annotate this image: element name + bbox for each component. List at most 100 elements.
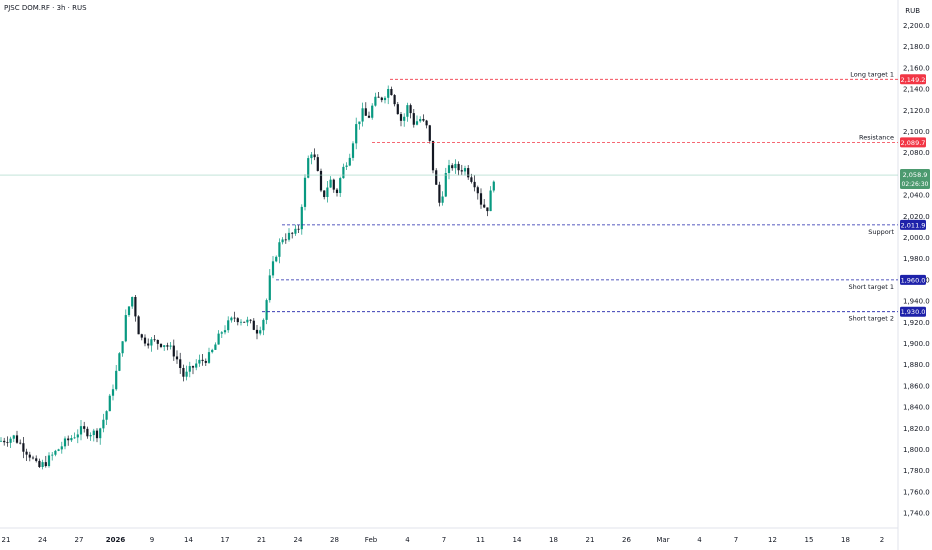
candle [447,159,451,180]
candle [438,181,441,207]
candle [252,318,255,331]
candle [486,207,489,217]
y-tick-label: 2,200.0 [903,22,930,30]
candle [249,319,252,324]
candle [271,255,275,279]
y-tick-label: 1,860.0 [903,382,930,390]
candle [179,352,182,374]
candle [156,339,159,350]
candle [131,296,134,309]
candle [367,111,371,119]
candle [185,365,188,381]
y-tick-label: 2,120.0 [903,107,930,115]
candle [207,347,211,364]
countdown-label: 02:26:30 [902,181,929,188]
x-tick-label: 18 [841,536,850,544]
candle [415,115,419,126]
candle [220,331,223,339]
candle [326,181,329,203]
x-tick-label: 9 [150,536,154,544]
candle [406,102,409,122]
level-price-tag [900,306,926,317]
candle [41,459,44,470]
y-tick-label: 2,160.0 [903,64,930,72]
candle [467,165,470,180]
x-tick-label: 14 [513,536,522,544]
candle [422,114,425,122]
candle [303,174,307,211]
candle [409,103,412,119]
y-tick-label: 1,940.0 [903,298,930,306]
y-tick-label: 1,740.0 [903,510,930,518]
candle [12,434,15,443]
x-tick-label: 24 [38,536,47,544]
x-tick-label: Mar [656,536,669,544]
x-tick-label: 7 [734,536,738,544]
candle [435,168,438,185]
candle [233,311,236,323]
candle [236,317,239,326]
candle [35,455,38,463]
candle [243,321,246,323]
candle [345,162,348,170]
candle [137,315,140,335]
candle [60,441,63,454]
candle [214,342,217,351]
candle [246,316,249,327]
candle [0,437,3,442]
candle [22,436,25,459]
candle [166,342,169,351]
x-tick-label: 28 [330,536,339,544]
y-tick-label: 2,100.0 [903,128,930,136]
x-tick-label: 4 [405,536,410,544]
candle [191,365,195,375]
candle [403,113,406,127]
candle [99,427,102,445]
y-tick-label: 1,760.0 [903,488,930,496]
candle [275,255,278,263]
candle [278,238,281,264]
y-tick-label: 2,040.0 [903,192,930,200]
candle [377,92,380,98]
candle [351,141,355,161]
candle [335,187,339,197]
candle [121,341,124,357]
candle [147,338,150,349]
candle [399,111,403,127]
x-tick-label: 2 [880,536,884,544]
x-tick-label: 21 [2,536,11,544]
candle [319,168,323,193]
candle [316,154,319,172]
candle [67,435,70,446]
candle [342,163,345,179]
candle [134,295,137,322]
candle [51,452,54,461]
y-tick-label: 1,920.0 [903,319,930,327]
candle [470,173,473,184]
candle [454,159,457,174]
candle [473,175,476,192]
candle [105,410,108,426]
y-tick-label: 2,020.0 [903,213,930,221]
level-name: Short target 1 [849,283,894,291]
x-tick-label: 4 [697,536,702,544]
candle [95,428,99,443]
candle [294,224,297,236]
candle [19,439,22,445]
candle [150,337,153,352]
y-tick-label: 1,900.0 [903,340,930,348]
candle [204,358,207,367]
candle [479,188,483,209]
current-price-tag [900,169,930,190]
candle [396,101,399,115]
y-tick-label: 1,800.0 [903,446,930,454]
candle [460,164,463,176]
candle [3,437,6,446]
candle [38,458,41,469]
candle [83,421,86,433]
candle [300,204,303,235]
candle [268,269,271,303]
candle [86,426,89,439]
candle [63,436,67,450]
